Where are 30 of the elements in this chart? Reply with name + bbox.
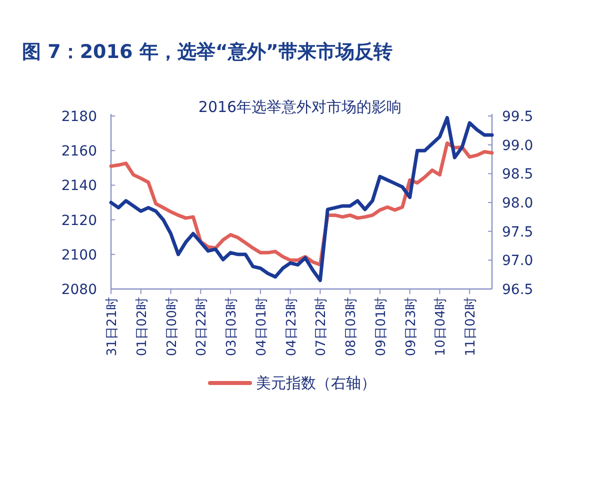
x-tick-label: 31日21时	[105, 297, 120, 356]
y-tick-label: 2160	[61, 144, 97, 160]
y-tick-label: 2100	[61, 247, 97, 264]
x-tick-label: 02日22时	[194, 297, 210, 356]
y2-tick-label: 96.5	[502, 282, 534, 298]
y2-tick-label: 98.5	[502, 166, 534, 183]
y2-tick-label: 97.0	[502, 253, 534, 270]
legend-label: 美元指数（右轴）	[256, 374, 376, 392]
x-tick-label: 02日00时	[164, 297, 180, 356]
y-tick-label: 2120	[61, 212, 97, 229]
x-tick-label: 01日02时	[134, 297, 150, 356]
x-tick-label: 09日01时	[374, 297, 389, 356]
y2-tick-label: 99.0	[502, 138, 534, 154]
y-tick-label: 2180	[61, 109, 97, 125]
x-tick-label: 10日04时	[434, 297, 449, 356]
y2-tick-label: 98.0	[502, 196, 534, 212]
x-tick-label: 04日23时	[284, 297, 300, 356]
chart-subtitle: 2016年选举意外对市场的影响	[198, 98, 402, 116]
x-tick-label: 07日22时	[314, 297, 330, 356]
x-tick-label: 03日03时	[224, 297, 240, 356]
chart-title: 图 7：2016 年，选举“意外”带来市场反转	[22, 41, 392, 63]
y2-tick-label: 99.5	[502, 109, 534, 125]
line-series	[109, 116, 494, 282]
y-tick-label: 2080	[61, 282, 97, 298]
y-tick-label: 2140	[61, 178, 97, 194]
x-tick-label: 11日02时	[464, 297, 479, 356]
x-tick-label: 09日23时	[404, 297, 419, 356]
y2-tick-label: 97.5	[502, 224, 534, 240]
x-tick-label: 08日03时	[344, 297, 360, 356]
x-tick-label: 04日01时	[254, 297, 270, 356]
